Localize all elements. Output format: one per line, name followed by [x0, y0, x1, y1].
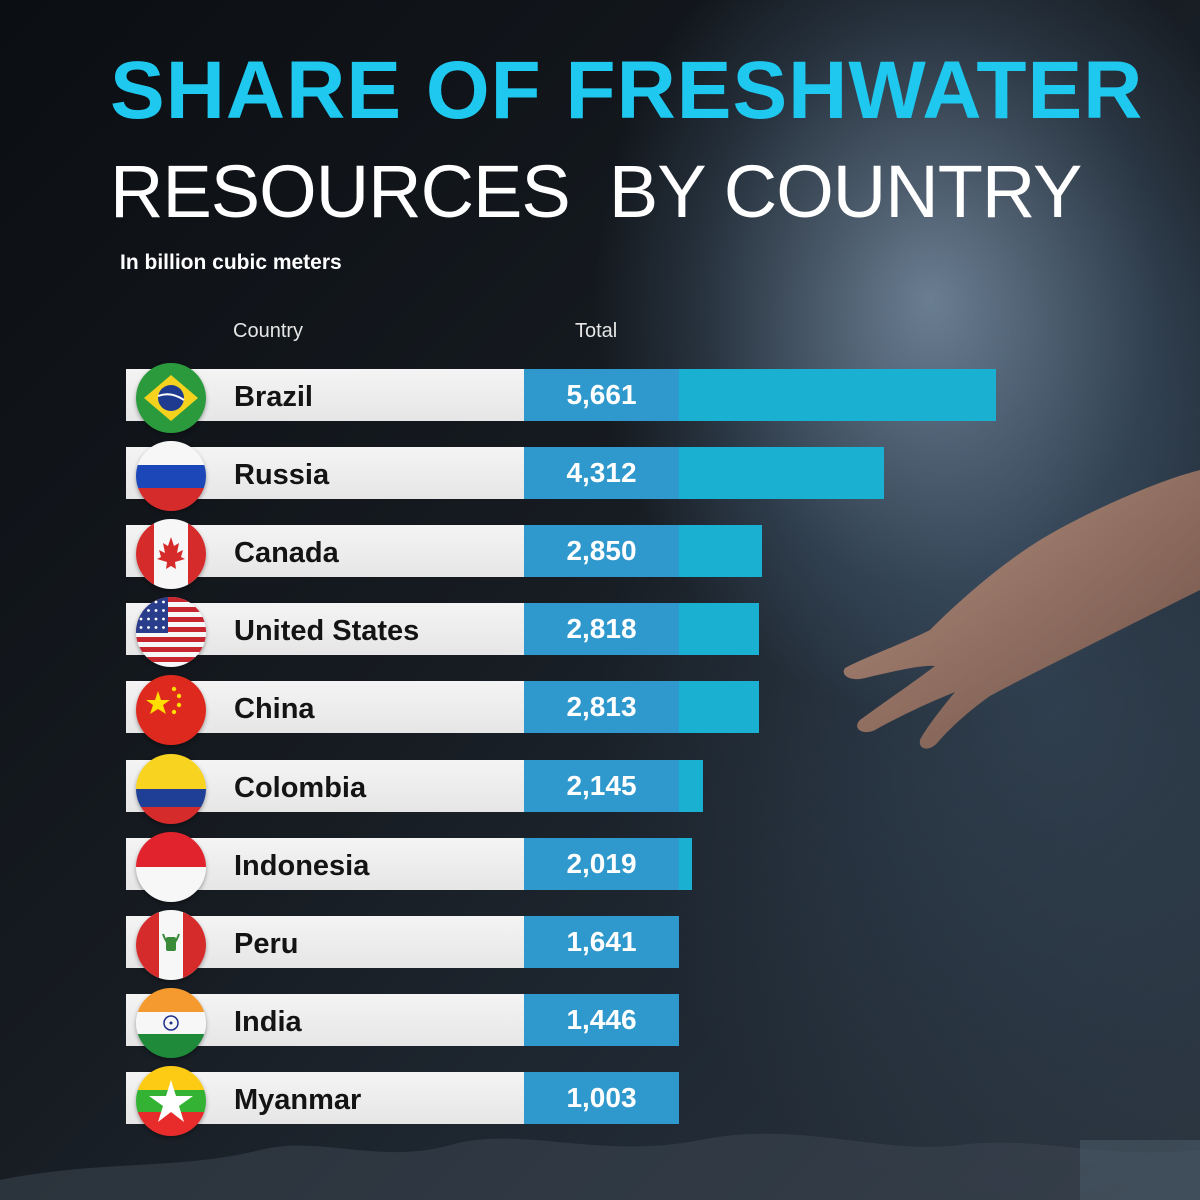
- india-flag-icon: [136, 987, 206, 1058]
- bar-row: 1,003 Myanmar: [126, 1065, 1026, 1136]
- column-header-total: Total: [575, 320, 618, 342]
- myanmar-flag-icon: [136, 1065, 206, 1136]
- bar-row: 2,813 China: [126, 675, 1026, 746]
- chart-title-line-2: RESOURCES BY COUNTRY: [110, 150, 1082, 233]
- bar-value-label: 2,019: [524, 837, 679, 890]
- bar-row: 2,145 Colombia: [126, 753, 1026, 824]
- bar-row: 4,312 Russia: [126, 441, 1026, 512]
- russia-flag-icon: [136, 441, 206, 512]
- bar-value-label: 2,818: [524, 603, 679, 656]
- water-splash-image: [0, 1133, 1200, 1200]
- country-name: Canada: [234, 537, 339, 570]
- country-name: Colombia: [234, 771, 367, 804]
- country-name: Peru: [234, 927, 299, 960]
- country-name: China: [234, 693, 315, 726]
- bar-value-label: 2,813: [524, 681, 679, 734]
- bar-value-label: 1,641: [524, 915, 679, 968]
- country-name: India: [234, 1005, 302, 1038]
- brazil-flag-icon: [136, 363, 206, 433]
- bar-row: 1,446 India: [126, 987, 1026, 1058]
- bar-row: 2,019 Indonesia: [126, 831, 1026, 902]
- bar-value-label: 4,312: [524, 447, 679, 500]
- country-name: United States: [234, 615, 420, 648]
- country-name: Myanmar: [234, 1083, 362, 1116]
- china-flag-icon: [136, 675, 206, 746]
- colombia-flag-icon: [136, 753, 206, 824]
- country-name: Indonesia: [234, 849, 370, 882]
- bar-value-label: 5,661: [524, 369, 679, 421]
- indonesia-flag-icon: [136, 831, 206, 902]
- united-states-flag-icon: [136, 597, 206, 668]
- bar-row: 2,818 United States: [126, 597, 1026, 668]
- chart-title-line-1: SHARE OF FRESHWATER: [110, 45, 1144, 136]
- hand-image: [843, 470, 1200, 749]
- bar-value-label: 1,003: [524, 1071, 679, 1124]
- bar-row: 1,641 Peru: [126, 909, 1026, 980]
- bar-value-label: 2,850: [524, 525, 679, 578]
- column-header-country: Country: [233, 320, 304, 342]
- country-name: Russia: [234, 459, 330, 492]
- canada-flag-icon: [136, 519, 206, 590]
- country-name: Brazil: [234, 381, 313, 413]
- bar-value-label: 2,145: [524, 759, 679, 812]
- bar-value-label: 1,446: [524, 993, 679, 1046]
- bar-row: 5,661 Brazil: [126, 363, 1026, 433]
- chart-subtitle: In billion cubic meters: [120, 251, 342, 274]
- peru-flag-icon: [136, 909, 206, 980]
- bar-row: 2,850 Canada: [126, 519, 1026, 590]
